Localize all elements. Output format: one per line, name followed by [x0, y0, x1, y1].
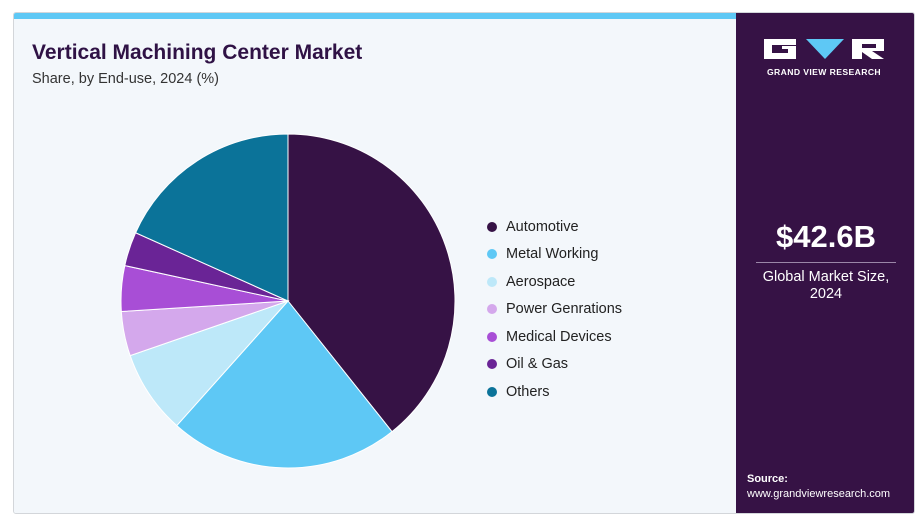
legend-label: Metal Working [506, 246, 599, 263]
legend-swatch-icon [487, 331, 497, 342]
chart-title: Vertical Machining Center Market [32, 41, 363, 64]
chart-subtitle: Share, by End-use, 2024 (%) [32, 71, 219, 87]
legend-swatch-icon [487, 249, 497, 260]
market-size-label: Global Market Size, 2024 [736, 269, 914, 303]
legend-swatch-icon [487, 276, 497, 287]
pie-slice-automotive [287, 133, 456, 433]
legend-swatch-icon [487, 221, 497, 232]
legend-item: Others [487, 378, 622, 406]
chart-area: Vertical Machining Center Market Share, … [14, 19, 736, 513]
market-size-label-line1: Global Market Size, [762, 269, 890, 285]
legend-label: Oil & Gas [506, 356, 569, 373]
legend-item: Power Genrations [487, 296, 622, 324]
pie-slice-others [134, 133, 289, 302]
market-size-value: $42.6B [776, 219, 876, 254]
source-url[interactable]: www.grandviewresearch.com [747, 488, 891, 500]
legend-item: Medical Devices [487, 323, 622, 351]
legend-label: Aerospace [506, 273, 576, 290]
summary-panel: GRAND VIEW RESEARCH $42.6B Global Market… [736, 13, 914, 513]
legend-item: Metal Working [487, 241, 622, 269]
legend-label: Medical Devices [506, 328, 612, 345]
legend-item: Oil & Gas [487, 351, 622, 379]
accent-bar [14, 13, 736, 19]
legend-swatch-icon [487, 304, 497, 315]
legend-label: Power Genrations [506, 301, 623, 318]
brand-logo: GRAND VIEW RESEARCH [762, 35, 886, 81]
legend-label: Others [506, 383, 550, 400]
brand-name: GRAND VIEW RESEARCH [766, 67, 882, 77]
legend-item: Aerospace [487, 268, 622, 296]
market-size-label-line2: 2024 [809, 286, 843, 302]
pie-slice-metal-working [176, 300, 393, 469]
brand-logo-mark [764, 39, 884, 59]
chart-card: Vertical Machining Center Market Share, … [13, 12, 915, 514]
chart-legend: Automotive Metal Working Aerospace Power Ge… [487, 213, 622, 406]
source-label: Source: [747, 473, 788, 485]
legend-item: Automotive [487, 213, 622, 241]
pie-chart [120, 133, 456, 469]
legend-swatch-icon [487, 386, 497, 397]
divider [756, 262, 896, 263]
legend-swatch-icon [487, 359, 497, 370]
legend-label: Automotive [506, 218, 579, 235]
